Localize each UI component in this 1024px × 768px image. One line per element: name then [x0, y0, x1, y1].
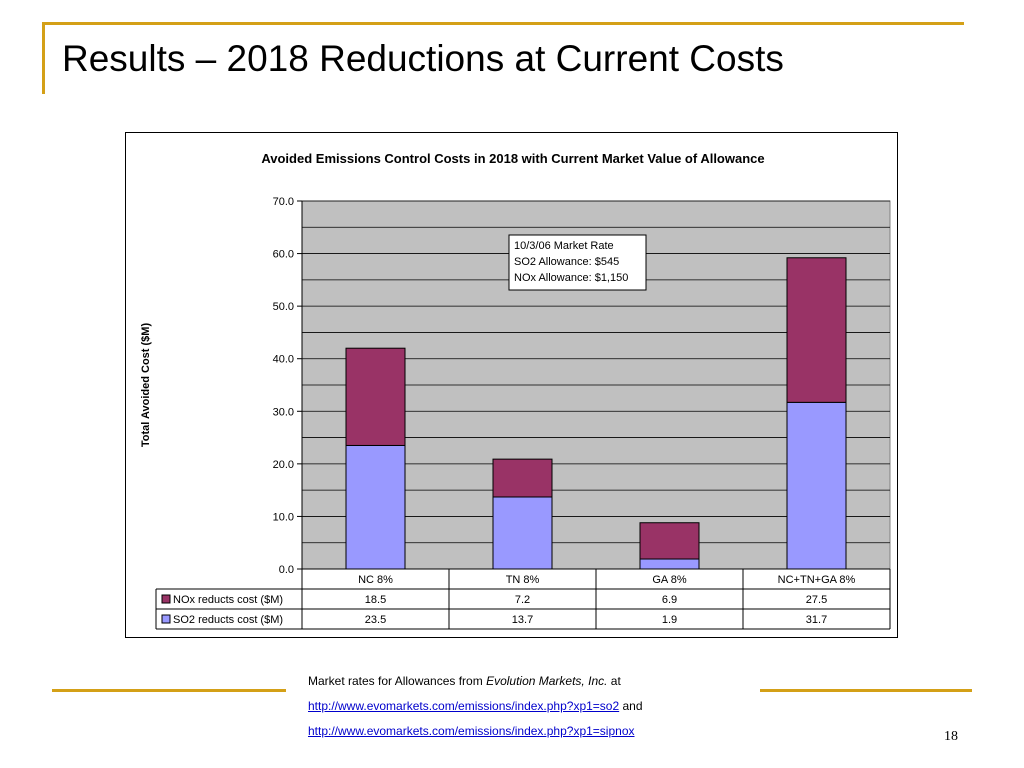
x-category-label: NC 8% [358, 574, 393, 586]
y-tick-label: 20.0 [273, 459, 294, 471]
bar-nox [492, 458, 553, 498]
footnote-source: Evolution Markets, Inc. [486, 674, 608, 688]
chart-title: Avoided Emissions Control Costs in 2018 … [261, 151, 764, 166]
nox-link[interactable]: http://www.evomarkets.com/emissions/inde… [308, 724, 635, 738]
y-tick-label: 0.0 [279, 564, 294, 576]
table-value-label: 13.7 [512, 614, 533, 626]
legend-label: NOx reducts cost ($M) [173, 594, 283, 606]
bar-so2 [639, 558, 700, 570]
link-joiner: and [619, 699, 643, 713]
x-category-label: TN 8% [506, 574, 540, 586]
page-number: 18 [944, 729, 958, 744]
legend-swatch [161, 594, 171, 604]
table-value-label: 18.5 [365, 594, 386, 606]
accent-top-rule [42, 22, 964, 25]
so2-link[interactable]: http://www.evomarkets.com/emissions/inde… [308, 699, 620, 713]
y-tick-label: 50.0 [273, 301, 294, 313]
y-tick-label: 70.0 [273, 196, 294, 208]
bar-nox [786, 257, 847, 403]
footnote-suffix: at [607, 674, 621, 688]
bar-so2 [492, 496, 553, 570]
y-tick-label: 10.0 [273, 511, 294, 523]
table-value-label: 31.7 [806, 614, 827, 626]
y-axis-label: Total Avoided Cost ($M) [140, 323, 152, 448]
legend-swatch [161, 614, 171, 624]
footnote-line-2: http://www.evomarkets.com/emissions/inde… [308, 699, 643, 713]
bar-nox [639, 522, 700, 560]
y-tick-label: 60.0 [273, 249, 294, 261]
footnote-line-3: http://www.evomarkets.com/emissions/inde… [308, 724, 635, 738]
accent-left-rule [42, 22, 45, 94]
table-value-label: 23.5 [365, 614, 386, 626]
slide-title: Results – 2018 Reductions at Current Cos… [62, 38, 784, 79]
x-category-label: GA 8% [652, 574, 686, 586]
footnote-prefix: Market rates for Allowances from [308, 674, 487, 688]
table-value-label: 7.2 [515, 594, 530, 606]
annotation-line: NOx Allowance: $1,150 [514, 272, 628, 284]
annotation-box [508, 234, 647, 291]
footnote-line-1: Market rates for Allowances from Evoluti… [308, 674, 621, 688]
bar-so2 [786, 401, 847, 570]
x-category-label: NC+TN+GA 8% [778, 574, 856, 586]
stacked-bar-chart: Avoided Emissions Control Costs in 2018 … [140, 151, 891, 630]
legend-label: SO2 reducts cost ($M) [173, 614, 283, 626]
annotation-line: 10/3/06 Market Rate [514, 240, 614, 252]
footer-rule-right [760, 689, 972, 692]
bar-so2 [345, 444, 406, 570]
footer-rule-left [52, 689, 286, 692]
y-tick-label: 40.0 [273, 354, 294, 366]
y-tick-label: 30.0 [273, 406, 294, 418]
table-value-label: 6.9 [662, 594, 677, 606]
chart-frame: Avoided Emissions Control Costs in 2018 … [125, 132, 898, 638]
annotation-line: SO2 Allowance: $545 [514, 256, 619, 268]
bar-nox [345, 347, 406, 446]
table-value-label: 27.5 [806, 594, 827, 606]
table-value-label: 1.9 [662, 614, 677, 626]
